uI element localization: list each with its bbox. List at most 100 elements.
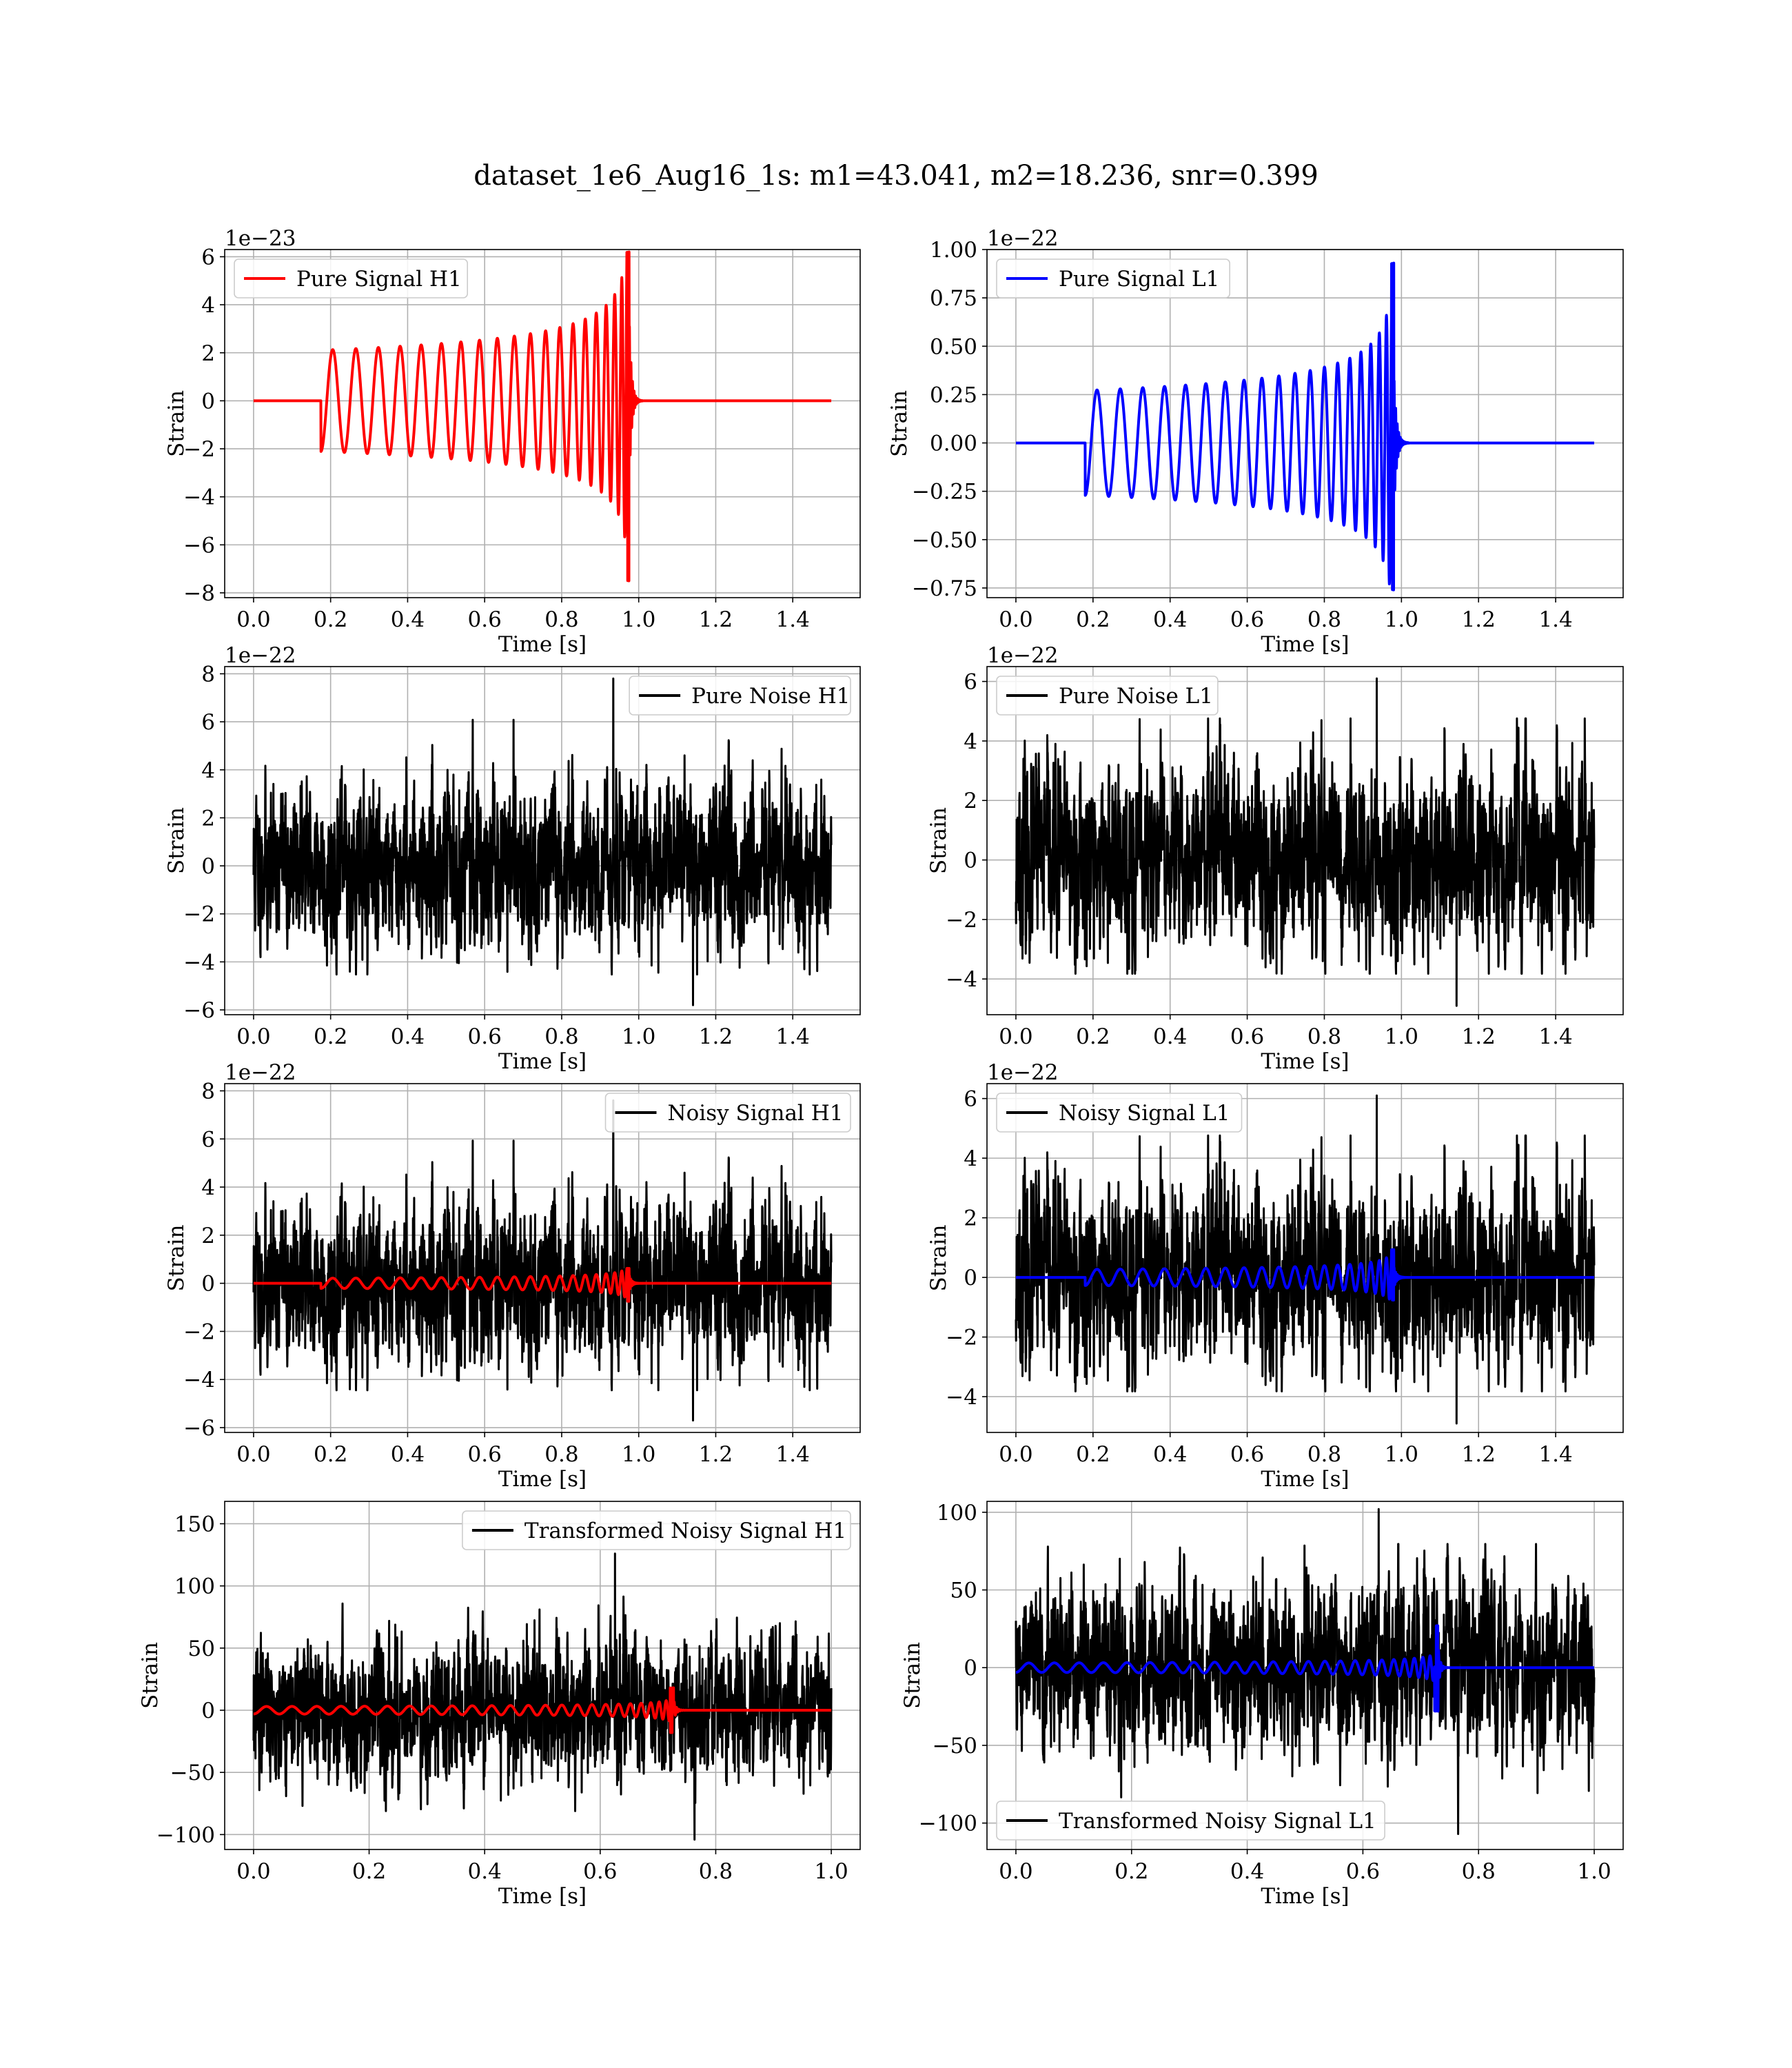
x-tick-label: 1.2: [699, 1442, 733, 1467]
x-tick-label: 0.8: [544, 1024, 578, 1049]
x-tick-label: 0.6: [1346, 1859, 1380, 1884]
legend-label: Noisy Signal L1: [1059, 1101, 1230, 1126]
series-group: [252, 250, 833, 582]
x-tick-label: 0.0: [999, 1024, 1032, 1049]
y-tick-label: −100: [919, 1812, 977, 1836]
y-tick-label: 0: [201, 1699, 215, 1723]
y-tick-label: 50: [188, 1636, 215, 1661]
y-tick-label: −6: [183, 998, 215, 1023]
axes-frame: [986, 1083, 1624, 1433]
axes-frame: [986, 1501, 1624, 1850]
x-tick-label: 1.4: [1538, 1442, 1572, 1467]
legend: Noisy Signal L1: [996, 1093, 1243, 1133]
legend: Pure Signal L1: [996, 258, 1231, 298]
y-tick-label: −2: [183, 902, 215, 927]
legend-box: [996, 1801, 1385, 1841]
legend-label: Pure Noise H1: [691, 684, 850, 709]
y-axis-label: Strain: [900, 1642, 925, 1709]
x-axis-label: Time [s]: [498, 1049, 587, 1074]
panel-pure_signal_h1: 0.0 0.2 0.4 0.6 0.8 1.0 1.2 1.4 −8 −6 −4 −2 0 2 4 6 Time…: [164, 226, 861, 657]
y-tick-label: −2: [946, 1326, 977, 1350]
axes-frame: [986, 249, 1624, 598]
y-tick-label: 4: [201, 293, 215, 318]
x-tick-label: 0.2: [1114, 1859, 1148, 1884]
y-tick-label: 100: [937, 1501, 977, 1525]
y-tick-label: 0: [201, 389, 215, 414]
x-tick-label: 0.4: [1153, 607, 1187, 632]
x-tick-label: 0.4: [391, 1024, 425, 1049]
y-axis-label: Strain: [138, 1642, 163, 1709]
x-tick-label: 0.6: [1230, 607, 1264, 632]
y-tick-label: 6: [201, 1127, 215, 1152]
y-tick-label: −4: [183, 950, 215, 975]
x-tick-label: 0.4: [1230, 1859, 1264, 1884]
x-tick-label: 1.0: [622, 607, 655, 632]
legend-label: Pure Signal H1: [296, 267, 462, 292]
y-tick-label: −2: [946, 908, 977, 933]
y-tick-label: 8: [201, 662, 215, 687]
series-group: [252, 1099, 833, 1422]
legend-label: Noisy Signal H1: [668, 1101, 844, 1126]
y-axis-label: Strain: [164, 807, 189, 874]
x-tick-label: 0.2: [1076, 1024, 1110, 1049]
y-tick-label: 2: [964, 1206, 977, 1231]
x-tick-label: 0.6: [468, 607, 502, 632]
x-tick-label: 0.6: [1230, 1442, 1264, 1467]
y-tick-label: −100: [156, 1823, 215, 1847]
offset-text: 1e−22: [225, 1060, 296, 1085]
legend: Pure Noise L1: [996, 676, 1219, 716]
y-tick-label: −50: [170, 1761, 215, 1785]
x-tick-label: 0.4: [468, 1859, 502, 1884]
y-tick-label: −0.25: [912, 480, 977, 505]
panel-transformed_noisy_signal_l1: 0.0 0.2 0.4 0.6 0.8 1.0 −100 −50 0 50 100 Time [s] S…: [900, 1501, 1624, 1909]
x-tick-label: 0.2: [314, 607, 347, 632]
series-group: [1015, 1094, 1596, 1425]
legend-box: [234, 258, 469, 298]
x-tick-label: 0.0: [236, 607, 270, 632]
x-axis-label: Time [s]: [1261, 632, 1349, 657]
x-tick-label: 1.4: [776, 1024, 810, 1049]
legend: Noisy Signal H1: [604, 1093, 851, 1133]
legend-box: [462, 1510, 851, 1550]
y-axis-label: Strain: [926, 807, 951, 874]
y-tick-label: 6: [201, 245, 215, 270]
panel-pure_noise_h1: 0.0 0.2 0.4 0.6 0.8 1.0 1.2 1.4 −6 −4 −2 0 2 4 6 8 Time …: [164, 643, 861, 1074]
legend-box: [996, 258, 1231, 298]
x-tick-label: 1.0: [1385, 1442, 1418, 1467]
panel-transformed_noisy_signal_h1: 0.0 0.2 0.4 0.6 0.8 1.0 −100 −50 0 50 100 150 Time […: [138, 1501, 861, 1909]
x-tick-label: 0.0: [999, 1442, 1032, 1467]
x-tick-label: 0.6: [1230, 1024, 1264, 1049]
y-tick-label: 1.00: [930, 238, 977, 263]
series-group: [252, 677, 833, 1006]
y-tick-label: 150: [174, 1512, 215, 1537]
y-tick-label: 0.50: [930, 334, 977, 359]
y-tick-label: 4: [964, 1146, 977, 1171]
y-tick-label: −6: [183, 1416, 215, 1441]
x-tick-label: 1.2: [699, 1024, 733, 1049]
y-tick-label: 4: [964, 729, 977, 754]
y-tick-label: 0: [964, 1656, 977, 1681]
series-line-1: [1015, 1248, 1596, 1301]
y-tick-label: −0.75: [912, 576, 977, 601]
x-tick-label: 1.0: [622, 1442, 655, 1467]
y-tick-label: 50: [950, 1579, 977, 1603]
series-line-0: [252, 677, 833, 1006]
x-tick-label: 0.6: [468, 1442, 502, 1467]
x-axis-label: Time [s]: [1261, 1884, 1349, 1909]
series-group: [1015, 677, 1596, 1007]
x-tick-label: 0.0: [236, 1442, 270, 1467]
legend-label: Pure Signal L1: [1059, 267, 1219, 292]
x-tick-label: 1.2: [1462, 1024, 1496, 1049]
axes-frame: [224, 666, 861, 1015]
x-tick-label: 0.8: [544, 607, 578, 632]
axes-frame: [224, 249, 861, 598]
x-tick-label: 1.2: [699, 607, 733, 632]
x-axis-label: Time [s]: [498, 632, 587, 657]
y-axis-label: Strain: [926, 1225, 951, 1292]
x-tick-label: 0.8: [1307, 607, 1341, 632]
x-tick-label: 1.0: [1385, 607, 1418, 632]
y-tick-label: −8: [183, 581, 215, 606]
legend-label: Pure Noise L1: [1059, 684, 1213, 709]
y-tick-label: −4: [183, 1368, 215, 1392]
